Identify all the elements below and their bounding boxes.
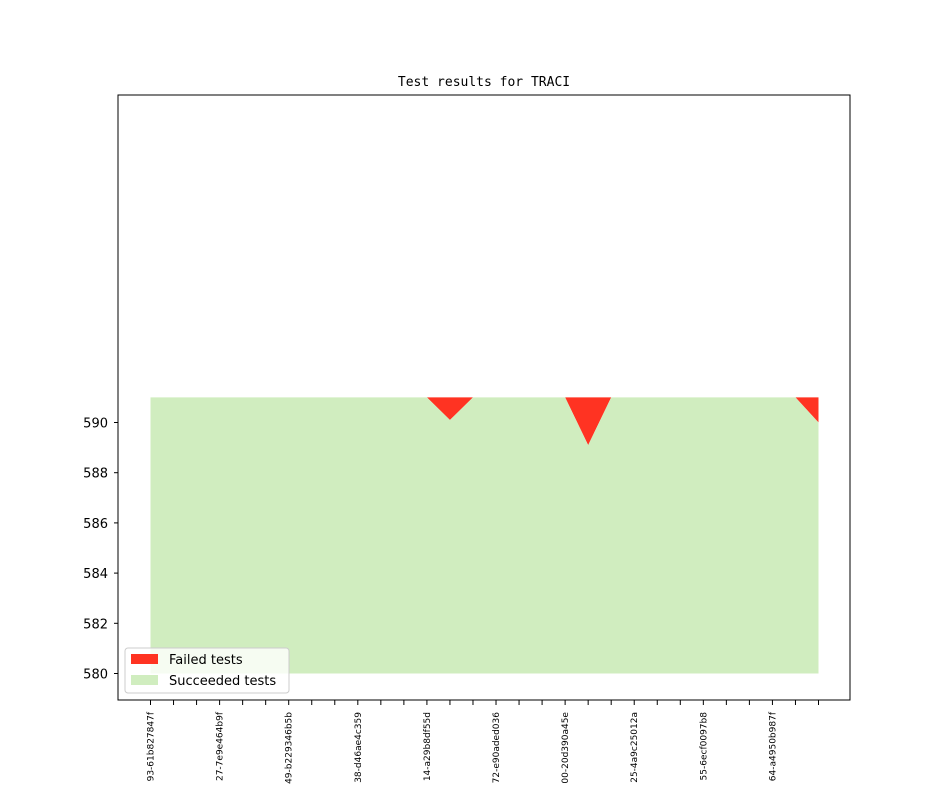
plot-area — [150, 397, 819, 674]
legend-box — [124, 647, 290, 694]
legend-label-failed: Failed tests — [169, 653, 243, 668]
y-tick-label: 582 — [83, 617, 108, 632]
x-tick-label: 14-a29b8df55d — [423, 712, 433, 781]
x-tick-label: 38-d46ae4c359 — [354, 712, 364, 783]
x-tick-label: 49-b229346b5b — [285, 712, 295, 784]
y-tick-label: 580 — [83, 668, 108, 683]
y-tick-label: 590 — [83, 417, 108, 432]
y-axis: 580 582 584 586 588 590 — [83, 417, 118, 683]
x-tick-label: 27-7e9e464b9f — [216, 711, 226, 781]
x-tick-label: 00-20d390a45e — [561, 712, 571, 784]
legend-swatch-succeeded — [131, 675, 158, 685]
area-succeeded-tests — [150, 397, 819, 674]
x-axis: 93-61b827847f 27-7e9e464b9f 49-b229346b5b 3… — [147, 700, 819, 784]
chart-title: Test results for TRACI — [398, 75, 570, 90]
x-tick-label: 25-4a9c25012a — [630, 712, 640, 783]
x-tick-label: 72-e90aded036 — [492, 712, 502, 784]
plot-frame — [117, 94, 851, 701]
x-tick-label: 55-6ecf0097b8 — [699, 712, 709, 781]
y-tick-label: 588 — [83, 467, 108, 482]
y-tick-label: 584 — [83, 567, 108, 582]
legend-swatch-failed — [131, 654, 158, 664]
legend: Failed tests Succeeded tests — [124, 647, 290, 694]
y-tick-label: 586 — [83, 517, 108, 532]
legend-label-succeeded: Succeeded tests — [169, 674, 276, 689]
x-tick-label: 64-a4950b987f — [768, 711, 778, 781]
x-tick-label: 93-61b827847f — [147, 711, 157, 781]
